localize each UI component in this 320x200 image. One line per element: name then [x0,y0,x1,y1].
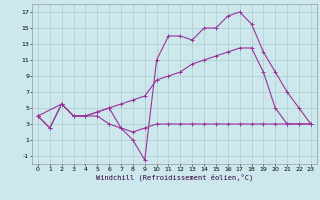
X-axis label: Windchill (Refroidissement éolien,°C): Windchill (Refroidissement éolien,°C) [96,173,253,181]
